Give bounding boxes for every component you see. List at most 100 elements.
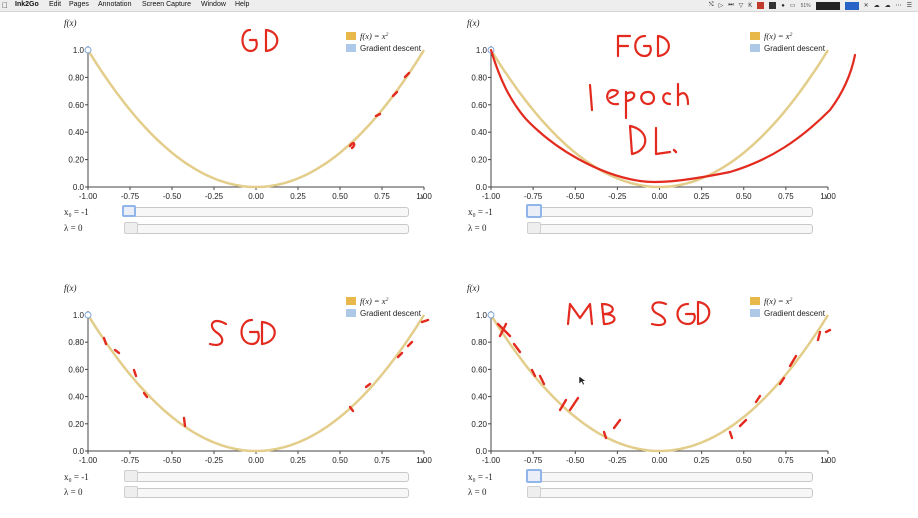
x-tick-label: 0.00	[652, 192, 668, 201]
ink-stroke	[628, 124, 647, 156]
y-tick-label: 0.60	[68, 365, 84, 374]
x-tick-label: 0.00	[248, 192, 264, 201]
meter-blue	[844, 1, 859, 10]
x-tick-label: 0.25	[694, 456, 710, 465]
x0-slider-thumb-br[interactable]	[526, 469, 542, 483]
lambda-slider-thumb-bl[interactable]	[124, 486, 138, 498]
k-icon[interactable]: K	[748, 2, 753, 9]
ink-stroke	[662, 92, 672, 106]
battery-percent: 51%	[800, 2, 811, 9]
ink-stroke	[616, 34, 632, 58]
legend-gd-swatch	[346, 44, 356, 52]
y-tick-label: 1.0	[73, 46, 85, 55]
x-tick-label: 1.00	[820, 456, 836, 465]
meter-black	[815, 1, 840, 10]
cloud-icon[interactable]: ☁	[873, 3, 880, 9]
y-tick-label: 0.40	[68, 128, 84, 137]
lambda-slider-thumb-tr[interactable]	[527, 222, 541, 234]
menu-edit[interactable]: Edit	[49, 1, 62, 8]
lambda-slider-thumb-tl[interactable]	[124, 222, 138, 234]
y-tick-label: 0.0	[476, 183, 488, 192]
ink-stroke	[624, 90, 636, 120]
x-tick-label: 0.25	[694, 192, 710, 201]
lambda-label-br: λ = 0	[468, 487, 487, 497]
x0-slider-tr[interactable]	[527, 207, 813, 217]
ink-dot	[754, 394, 762, 404]
x0-slider-thumb-bl[interactable]	[124, 470, 138, 482]
legend-fx-swatch	[750, 32, 760, 40]
y-tick-label: 0.60	[68, 101, 84, 110]
ink-stroke	[640, 90, 656, 106]
legend-fx-swatch	[346, 297, 356, 305]
x0-slider-thumb-tl[interactable]	[122, 205, 136, 217]
play-icon[interactable]: ▷	[718, 3, 724, 9]
apple-icon[interactable]: 	[2, 1, 8, 10]
start-point	[487, 311, 495, 319]
ink-stroke	[264, 28, 279, 53]
ink-dot	[348, 405, 355, 413]
ink-dot	[348, 142, 356, 150]
ink-stroke	[489, 48, 857, 184]
x-tick-label: -0.75	[524, 456, 543, 465]
x-tick-label: -0.25	[608, 192, 627, 201]
image-icon[interactable]	[769, 2, 777, 9]
ink-stroke	[588, 83, 594, 112]
ink-dot	[132, 368, 138, 378]
lambda-slider-br[interactable]	[527, 488, 813, 498]
ink-dot	[406, 340, 414, 348]
list-icon[interactable]: ☰	[906, 3, 912, 9]
lambda-slider-bl[interactable]	[124, 488, 409, 498]
y-tick-label: 0.80	[471, 73, 487, 82]
lambda-slider-tr[interactable]	[527, 224, 813, 234]
shuffle-icon[interactable]: ⤭	[708, 2, 714, 8]
close-icon[interactable]: ✕	[863, 3, 869, 9]
ink-stroke	[654, 126, 672, 156]
y-tick-label: 0.80	[68, 338, 84, 347]
fx-curve	[86, 314, 426, 453]
menu-window[interactable]: Window	[201, 1, 226, 8]
x0-slider-tl[interactable]	[124, 207, 409, 217]
ink-stroke	[208, 319, 228, 346]
y-axis-label: f(x)	[64, 283, 77, 293]
chat-icon[interactable]: ●	[781, 2, 785, 9]
ink-dot	[102, 336, 108, 346]
x-axis-label: x	[823, 455, 828, 465]
menu-screen-capture[interactable]: Screen Capture	[142, 1, 192, 8]
y-tick-label: 0.20	[471, 420, 487, 429]
more-icon[interactable]: ⋯	[895, 3, 902, 9]
menu-annotation[interactable]: Annotation	[98, 1, 132, 8]
lambda-slider-tl[interactable]	[124, 224, 409, 234]
ink-dot	[420, 318, 430, 324]
legend-fx-swatch	[750, 297, 760, 305]
legend-fx-swatch	[346, 32, 356, 40]
ink-dot	[672, 148, 678, 154]
x-tick-label: 0.50	[736, 456, 752, 465]
menu-help[interactable]: Help	[235, 1, 250, 8]
x-tick-label: -0.75	[121, 192, 140, 201]
y-tick-label: 1.0	[73, 311, 85, 320]
x0-slider-thumb-tr[interactable]	[526, 204, 542, 218]
x0-label-bl: x₀ = -1	[64, 472, 89, 482]
legend-fx-exponent: 2	[790, 297, 793, 303]
x-tick-label: -0.75	[524, 192, 543, 201]
ink-stroke	[696, 300, 711, 326]
x0-slider-br[interactable]	[527, 472, 813, 482]
x0-slider-bl[interactable]	[124, 472, 409, 482]
cloud-alt-icon[interactable]: ☁	[884, 3, 891, 9]
menu-app-name[interactable]: Ink2Go	[15, 1, 39, 8]
y-tick-label: 0.40	[471, 128, 487, 137]
menu-pages[interactable]: Pages	[69, 1, 89, 8]
y-tick-label: 1.0	[476, 311, 488, 320]
ink-stroke	[656, 34, 670, 58]
filter-icon[interactable]: ▽	[738, 3, 744, 9]
lambda-slider-thumb-br[interactable]	[527, 486, 541, 498]
legend-gd-swatch	[750, 309, 760, 317]
x-tick-label: -0.50	[566, 192, 585, 201]
legend-fx-exponent: 2	[386, 32, 389, 38]
skip-icon[interactable]: ⏭	[728, 2, 734, 8]
x-tick-label: 0.00	[652, 456, 668, 465]
record-icon[interactable]	[757, 2, 765, 9]
lambda-label-tl: λ = 0	[64, 223, 83, 233]
x0-label-tr: x₀ = -1	[468, 207, 493, 217]
lambda-label-tr: λ = 0	[468, 223, 487, 233]
